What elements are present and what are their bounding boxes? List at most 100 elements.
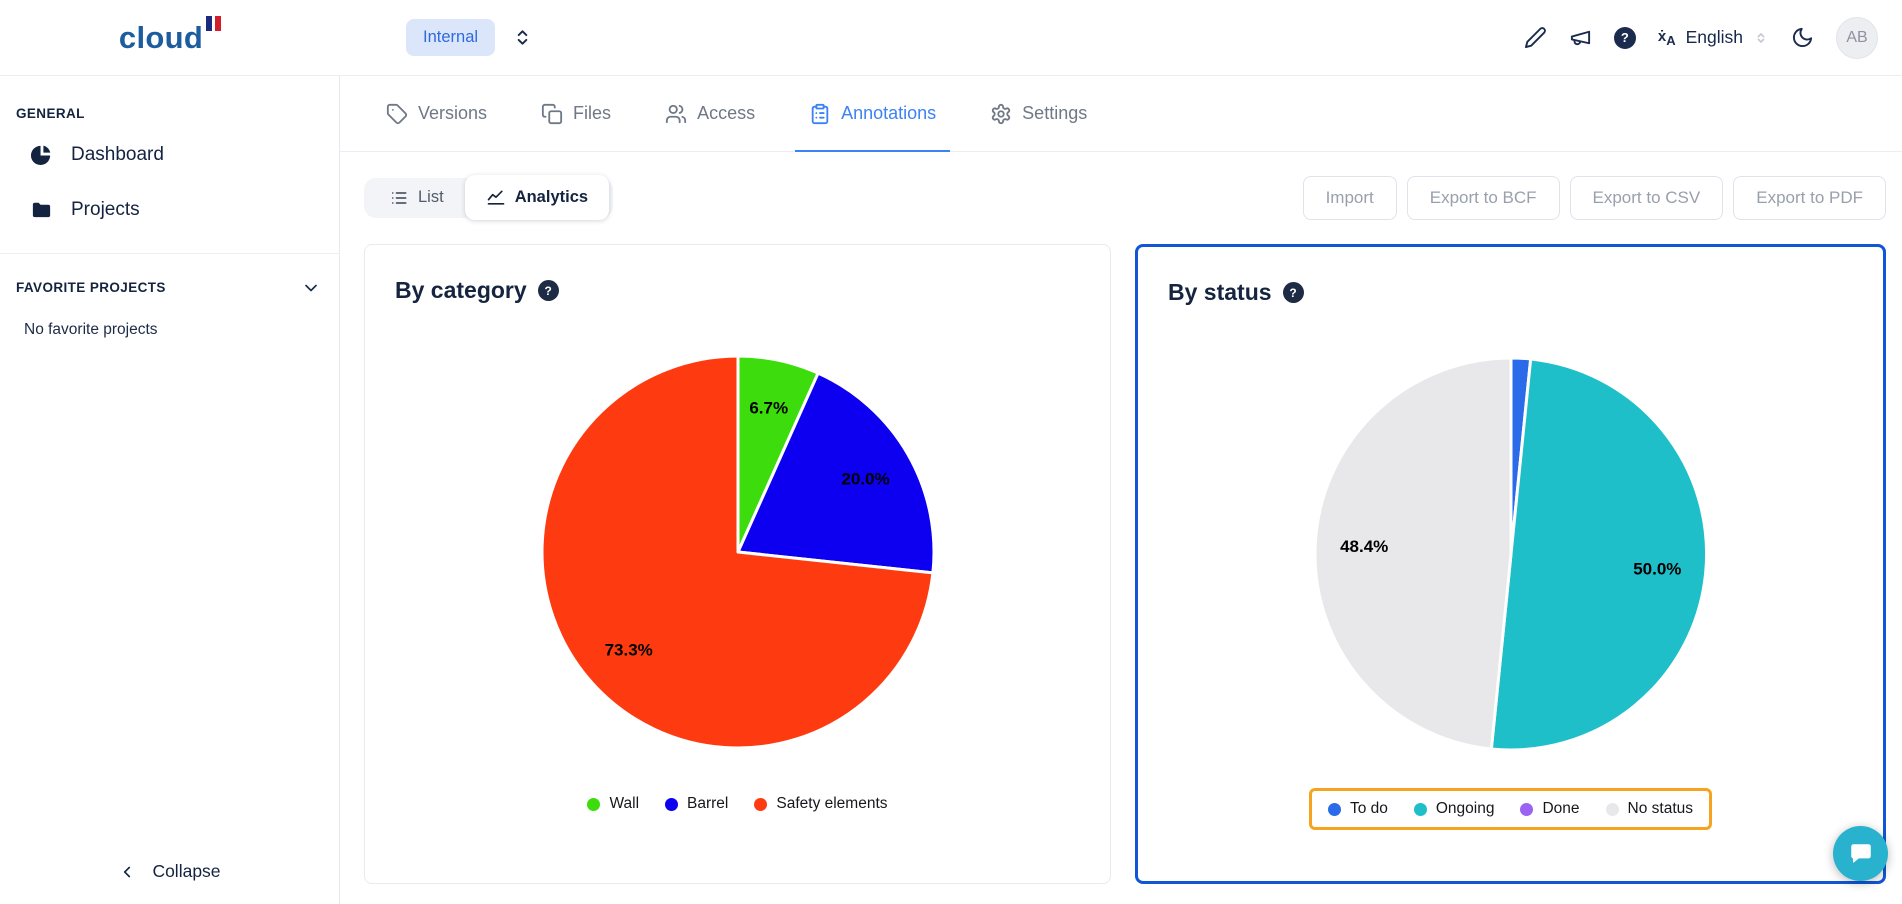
button-export-to-pdf[interactable]: Export to PDF: [1733, 175, 1886, 220]
button-export-to-csv[interactable]: Export to CSV: [1569, 175, 1724, 220]
view-option-list[interactable]: List: [368, 178, 465, 218]
legend-item-wall: Wall: [587, 795, 639, 813]
tab-annotations[interactable]: Annotations: [795, 76, 951, 152]
help-icon[interactable]: ?: [1613, 26, 1636, 49]
chevrons-up-down-icon[interactable]: [1753, 30, 1769, 46]
language-selector[interactable]: English: [1685, 27, 1743, 47]
chart-title: By status: [1168, 279, 1272, 305]
tab-label: Versions: [418, 103, 488, 123]
legend-color-dot: [1520, 802, 1534, 816]
app-logo[interactable]: cloud: [0, 15, 340, 56]
tab-files[interactable]: Files: [541, 76, 611, 151]
by-status-legend: To do Ongoing Done No status: [1308, 788, 1713, 830]
pie-value-label: 48.4%: [1340, 537, 1388, 556]
chevron-down-icon[interactable]: [301, 278, 321, 298]
tab-settings[interactable]: Settings: [990, 76, 1087, 151]
legend-item-to-do: To do: [1327, 800, 1388, 818]
megaphone-icon[interactable]: [1569, 26, 1592, 49]
legend-color-dot: [754, 797, 768, 811]
button-label: Import: [1325, 187, 1374, 207]
pie-value-label: 73.3%: [604, 641, 652, 660]
tab-versions[interactable]: Versions: [386, 76, 487, 151]
legend-color-dot: [1327, 802, 1341, 816]
pencil-icon[interactable]: [1524, 26, 1547, 49]
logo-text: cloud: [118, 19, 204, 55]
gear-icon: [990, 103, 1012, 125]
workspace-switcher: Internal: [406, 19, 534, 56]
pie-value-label: 50.0%: [1633, 559, 1681, 578]
help-icon[interactable]: ?: [537, 280, 559, 301]
translate-icon[interactable]: ẋA: [1657, 27, 1676, 48]
legend-item-ongoing: Ongoing: [1413, 800, 1495, 818]
users-icon: [665, 103, 687, 125]
clipboard-icon: [809, 103, 831, 125]
tab-access[interactable]: Access: [665, 76, 755, 151]
button-label: Export to PDF: [1756, 187, 1863, 207]
legend-item-done: Done: [1520, 800, 1580, 818]
view-option-analytics[interactable]: Analytics: [464, 175, 610, 220]
favorite-projects-header[interactable]: FAVORITE PROJECTS: [0, 274, 339, 301]
tab-label: Settings: [1022, 103, 1088, 123]
sidebar-section-general: GENERAL: [16, 106, 85, 121]
workspace-badge[interactable]: Internal: [406, 19, 496, 56]
legend-item-barrel: Barrel: [665, 795, 728, 813]
legend-label: No status: [1627, 800, 1694, 817]
main-content: Versions Files Access Annotations Settin…: [340, 76, 1902, 904]
by-status-card: By status ? 50.0% 48.4% To do Ongoing Done N…: [1135, 244, 1886, 884]
favorites-empty-text: No favorite projects: [24, 321, 158, 338]
pie-value-label: 6.7%: [749, 399, 788, 418]
moon-icon[interactable]: [1791, 26, 1814, 49]
help-icon[interactable]: ?: [1282, 282, 1304, 303]
header-actions: ? ẋA English AB: [1524, 16, 1902, 59]
by-status-pie-chart: 50.0% 48.4%: [1313, 356, 1708, 752]
folder-icon: [30, 198, 53, 221]
legend-color-dot: [587, 797, 601, 811]
french-flag-icon: [206, 15, 222, 31]
export-actions: Import Export to BCF Export to CSV Expor…: [1302, 175, 1886, 220]
sidebar: GENERAL Dashboard Projects FAVORITE PROJ…: [0, 76, 340, 904]
pie-slice-safety-elements: [540, 354, 934, 750]
collapse-label: Collapse: [152, 861, 221, 881]
view-toggle: List Analytics: [364, 175, 614, 220]
sidebar-item-dashboard[interactable]: Dashboard: [0, 127, 339, 182]
tab-label: Annotations: [841, 103, 937, 123]
chevrons-up-down-icon[interactable]: [511, 26, 534, 49]
legend-item-safety-elements: Safety elements: [754, 795, 888, 813]
legend-label: Wall: [609, 795, 640, 812]
sidebar-item-label: Projects: [71, 198, 140, 220]
by-category-legend: Wall Barrel Safety elements: [571, 786, 903, 822]
chat-icon: [1850, 843, 1871, 863]
toggle-option-label: Analytics: [514, 188, 589, 206]
collapse-sidebar-button[interactable]: Collapse: [0, 861, 339, 882]
tab-label: Access: [697, 103, 756, 123]
button-import[interactable]: Import: [1302, 175, 1397, 220]
trend-icon: [486, 188, 506, 208]
list-icon: [389, 188, 409, 208]
legend-item-no-status: No status: [1605, 800, 1694, 818]
tab-bar: Versions Files Access Annotations Settin…: [340, 76, 1902, 152]
by-category-card: By category ? 6.7% 20.0% 73.3% Wall Barrel S…: [364, 244, 1111, 884]
tab-label: Files: [573, 103, 612, 123]
sidebar-item-projects[interactable]: Projects: [0, 182, 339, 237]
chat-launcher-button[interactable]: [1833, 826, 1888, 881]
sidebar-item-label: Dashboard: [71, 143, 164, 165]
annotations-toolbar: List Analytics Import Export to BCF Expo…: [364, 175, 1886, 220]
legend-color-dot: [1413, 802, 1427, 816]
avatar[interactable]: AB: [1836, 16, 1878, 59]
legend-label: To do: [1349, 800, 1388, 817]
sidebar-divider: [0, 253, 339, 254]
toggle-option-label: List: [418, 188, 444, 206]
button-label: Export to CSV: [1592, 187, 1701, 207]
legend-label: Done: [1542, 800, 1580, 817]
copy-icon: [541, 103, 563, 125]
legend-color-dot: [665, 797, 679, 811]
by-category-pie-chart: 6.7% 20.0% 73.3%: [540, 354, 935, 750]
pie-value-label: 20.0%: [841, 469, 889, 488]
legend-color-dot: [1605, 802, 1619, 816]
pie-chart-icon: [30, 143, 53, 166]
legend-label: Ongoing: [1435, 800, 1495, 817]
chart-title: By category: [395, 277, 527, 303]
button-export-to-bcf[interactable]: Export to BCF: [1406, 175, 1560, 220]
pie-slice-barrel: [736, 371, 935, 575]
legend-label: Barrel: [687, 795, 729, 812]
